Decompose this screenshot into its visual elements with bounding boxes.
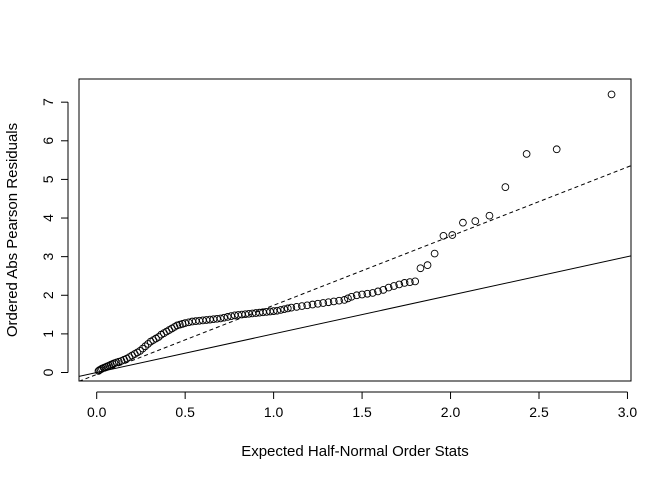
x-tick-label: 3.0	[618, 404, 638, 420]
data-point	[273, 306, 282, 315]
data-point	[439, 231, 448, 240]
data-point	[423, 261, 432, 269]
data-point	[552, 145, 561, 154]
data-point	[448, 231, 457, 239]
y-tick-label: 6	[40, 137, 56, 145]
data-point	[358, 290, 366, 299]
data-point	[471, 217, 480, 225]
data-point	[411, 277, 420, 286]
data-point	[269, 307, 278, 315]
data-point	[227, 312, 236, 320]
data-point	[141, 342, 150, 351]
data-point	[459, 218, 467, 227]
data-point	[181, 319, 190, 327]
data-point	[303, 301, 312, 310]
data-point	[319, 299, 328, 307]
data-point	[298, 302, 306, 310]
data-point	[213, 314, 221, 323]
data-point	[347, 292, 356, 301]
data-point	[220, 313, 228, 322]
data-point	[522, 150, 531, 158]
data-point	[352, 291, 361, 300]
data-point	[136, 347, 144, 355]
x-axis-label: Expected Half-Normal Order Stats	[241, 443, 469, 460]
data-point	[368, 289, 377, 297]
x-tick-label: 0.5	[175, 404, 195, 420]
data-point	[395, 280, 404, 289]
data-point	[400, 279, 409, 287]
solid-reference-line	[79, 255, 631, 377]
data-point	[384, 283, 393, 292]
y-tick-label: 3	[40, 253, 56, 261]
data-point	[283, 304, 292, 313]
data-point	[340, 296, 349, 304]
x-tick-label: 0.0	[87, 404, 107, 420]
plot-frame	[78, 78, 632, 382]
data-point	[390, 282, 398, 290]
x-axis: 0.0 0.5 1.0 1.5 2.0 2.5 3.0	[87, 391, 638, 420]
data-point	[379, 286, 388, 294]
y-axis-label: Ordered Abs Pearson Residuals	[4, 123, 21, 337]
data-point	[287, 303, 296, 312]
x-tick-label: 2.5	[529, 404, 549, 420]
x-tick-label: 2.0	[441, 404, 461, 420]
data-point	[329, 297, 338, 306]
y-tick-label: 2	[40, 291, 56, 299]
data-point	[416, 264, 425, 273]
y-axis: 0 1 2 3 4 5 6 7	[40, 98, 69, 376]
y-tick-label: 4	[40, 214, 56, 222]
data-point	[216, 314, 225, 323]
data-points	[94, 90, 616, 375]
y-tick-label: 0	[40, 368, 56, 376]
data-point	[292, 303, 301, 311]
reference-lines	[79, 165, 631, 381]
data-point	[335, 296, 343, 305]
data-point	[138, 344, 147, 353]
data-point	[607, 90, 616, 99]
data-point	[344, 294, 352, 303]
data-point	[430, 249, 439, 258]
data-point	[184, 318, 193, 327]
plot-region	[78, 78, 632, 382]
data-point	[405, 278, 414, 286]
data-point	[374, 287, 382, 296]
x-tick-label: 1.5	[352, 404, 372, 420]
y-tick-label: 7	[40, 98, 56, 106]
data-point	[501, 183, 510, 191]
data-point	[144, 340, 152, 348]
dashed-reference-line	[79, 165, 631, 381]
data-point	[313, 299, 322, 308]
x-tick-label: 1.0	[264, 404, 284, 420]
y-tick-label: 1	[40, 330, 56, 338]
data-point	[485, 211, 494, 220]
data-point	[223, 313, 232, 321]
data-point	[324, 298, 333, 307]
data-point	[276, 306, 285, 314]
data-point	[363, 289, 372, 298]
y-tick-label: 5	[40, 175, 56, 183]
data-point	[280, 305, 289, 314]
data-point	[154, 333, 163, 341]
data-point	[308, 300, 317, 309]
